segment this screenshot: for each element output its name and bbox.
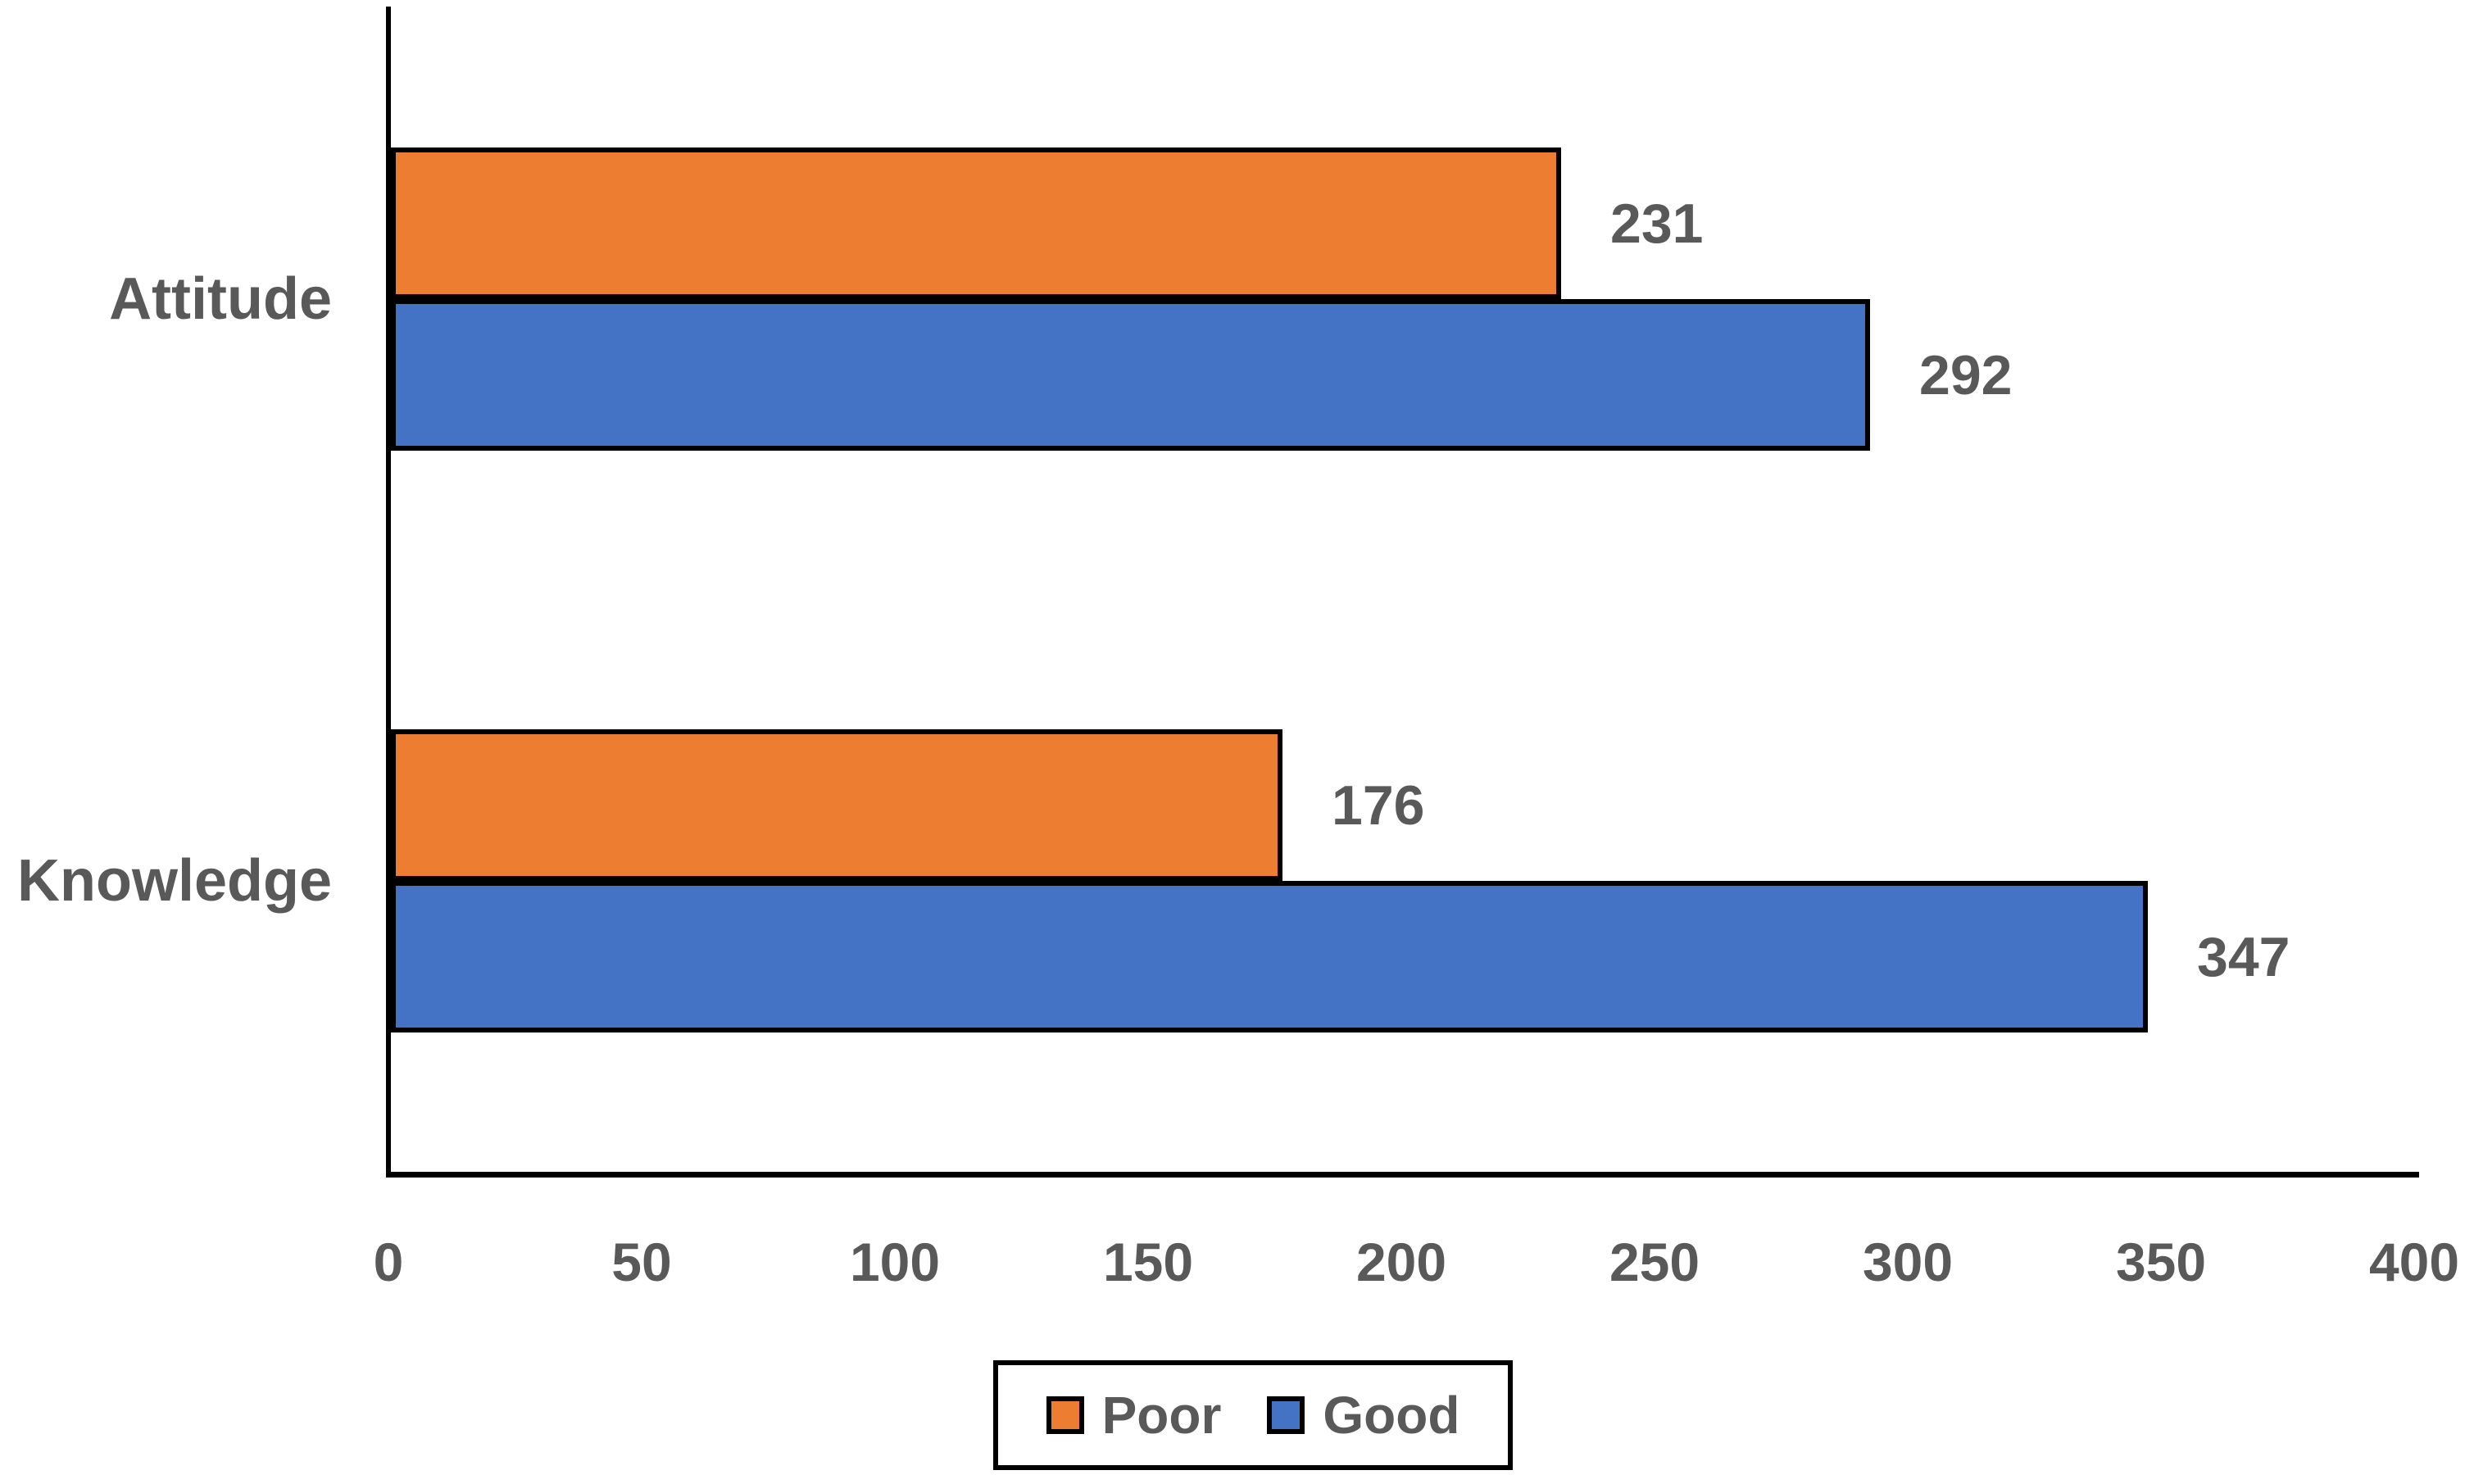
x-tick-label-50: 50 xyxy=(611,1232,672,1292)
x-tick-label-250: 250 xyxy=(1609,1232,1700,1292)
legend-item-good: Good xyxy=(1267,1385,1459,1445)
bar-knowledge-good xyxy=(391,881,2148,1032)
legend: Poor Good xyxy=(993,1360,1513,1470)
legend-label-good: Good xyxy=(1323,1386,1460,1445)
data-label-knowledge-good: 347 xyxy=(2197,925,2290,988)
x-tick-label-0: 0 xyxy=(373,1232,404,1292)
x-axis-line xyxy=(386,1172,2419,1178)
data-label-attitude-good: 292 xyxy=(1919,343,2013,406)
data-label-knowledge-poor: 176 xyxy=(1332,774,1425,837)
legend-swatch-good-icon xyxy=(1267,1396,1305,1434)
x-tick-label-150: 150 xyxy=(1102,1232,1194,1292)
bar-attitude-good xyxy=(391,299,1870,451)
x-tick-label-400: 400 xyxy=(2368,1232,2460,1292)
x-tick-label-200: 200 xyxy=(1355,1232,1447,1292)
category-label-knowledge: Knowledge xyxy=(16,848,332,914)
x-tick-label-100: 100 xyxy=(849,1232,941,1292)
bar-knowledge-poor xyxy=(391,729,1282,881)
y-axis-line xyxy=(386,7,391,1178)
category-label-attitude: Attitude xyxy=(109,266,332,332)
x-tick-label-350: 350 xyxy=(2115,1232,2207,1292)
legend-swatch-poor-icon xyxy=(1046,1396,1084,1434)
data-label-attitude-poor: 231 xyxy=(1610,192,1704,255)
bar-attitude-poor xyxy=(391,147,1561,299)
legend-label-poor: Poor xyxy=(1101,1386,1222,1445)
x-tick-label-300: 300 xyxy=(1862,1232,1954,1292)
legend-item-poor: Poor xyxy=(1046,1385,1222,1445)
